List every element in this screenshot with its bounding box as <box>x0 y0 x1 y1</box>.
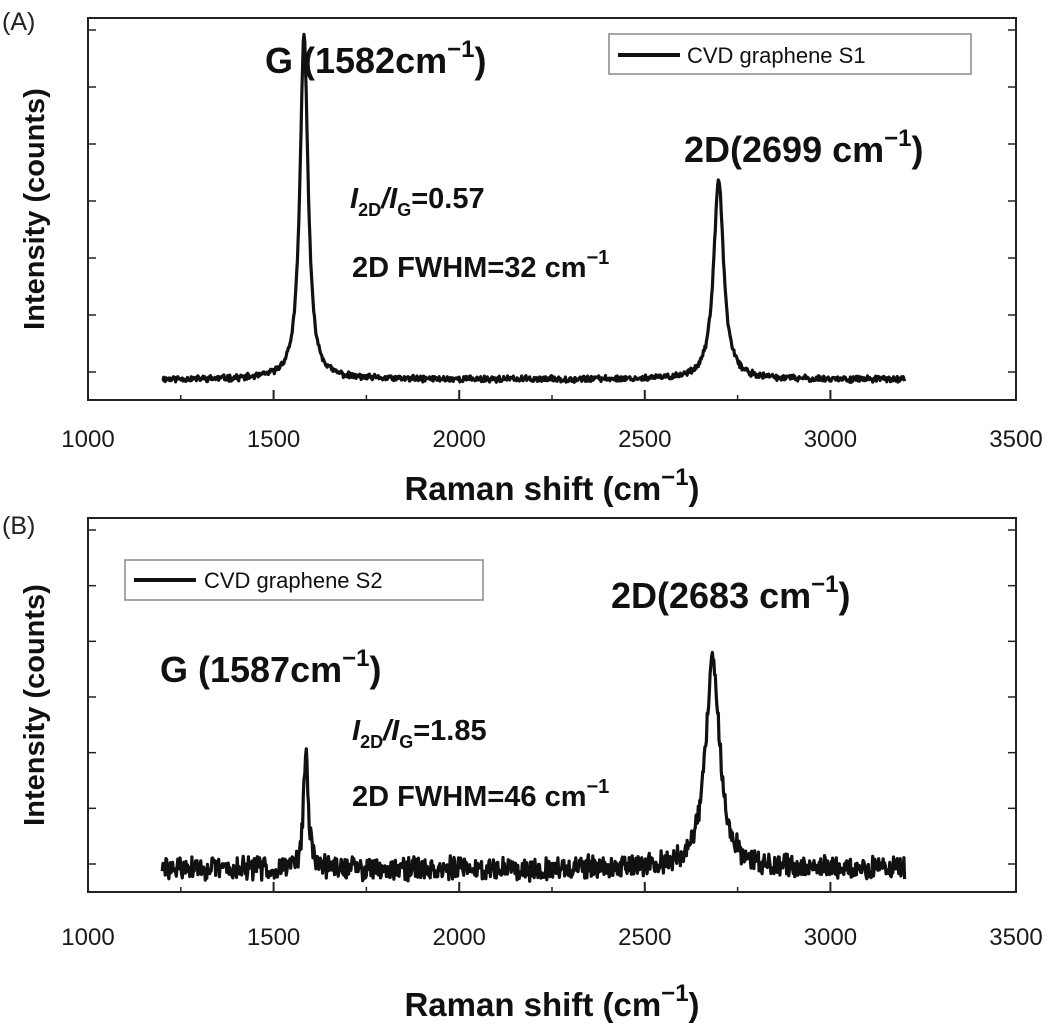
panel-a-x-tick-labels: 1000 1500 2000 2500 3000 3500 <box>61 426 1042 453</box>
panel-a-spectrum-line <box>161 32 907 384</box>
x-tick-label: 2000 <box>433 426 486 453</box>
panel-a-legend-label: CVD graphene S1 <box>687 43 866 68</box>
panel-a-y-axis-title: Intensity (counts) <box>19 88 51 330</box>
panel-b-intensity-ratio: I2D/IG=1.85 <box>352 715 487 752</box>
x-tick-label: 1500 <box>247 426 300 453</box>
panel-a-x-ticks <box>87 390 1017 400</box>
x-tick-label: 1000 <box>61 426 114 453</box>
panel-a-label: (A) <box>2 8 35 36</box>
panel-a-intensity-ratio: I2D/IG=0.57 <box>350 183 485 220</box>
x-tick-label: 3000 <box>804 426 857 453</box>
x-tick-label: 1000 <box>61 924 114 951</box>
panel-b-y-axis-title: Intensity (counts) <box>19 584 51 826</box>
panel-a-y-ticks <box>88 29 1016 373</box>
panel-b-g-peak-annotation: G (1587cm−1) <box>160 645 381 690</box>
panel-a-fwhm-annotation: 2D FWHM=32 cm−1 <box>352 247 609 284</box>
x-tick-label: 3500 <box>989 426 1042 453</box>
x-tick-label: 2500 <box>618 426 671 453</box>
panel-b-legend: CVD graphene S2 <box>124 559 484 601</box>
x-tick-label: 2000 <box>433 924 486 951</box>
x-tick-label: 3500 <box>989 924 1042 951</box>
panel-b-x-tick-labels: 1000 1500 2000 2500 3000 3500 <box>61 924 1042 951</box>
panel-a-plot-frame <box>87 17 1017 401</box>
panel-b-spectrum-line <box>160 650 907 883</box>
panel-b-2d-peak-annotation: 2D(2683 cm−1) <box>611 571 851 616</box>
x-tick-label: 1500 <box>247 924 300 951</box>
x-tick-label: 3000 <box>804 924 857 951</box>
panel-a-g-peak-annotation: G (1582cm−1) <box>265 36 486 81</box>
panel-b: (B) 1000 1500 2000 2500 3000 3500 CVD graphen… <box>2 512 1043 1023</box>
panel-b-x-ticks <box>87 882 1017 892</box>
panel-b-fwhm-annotation: 2D FWHM=46 cm−1 <box>352 776 609 813</box>
panel-a-legend: CVD graphene S1 <box>608 33 972 75</box>
panel-b-y-ticks <box>88 529 1016 865</box>
panel-b-legend-label: CVD graphene S2 <box>204 568 383 593</box>
panel-b-label: (B) <box>2 512 35 540</box>
panel-a-2d-peak-annotation: 2D(2699 cm−1) <box>684 125 924 170</box>
panel-b-x-axis-title: Raman shift (cm−1) <box>404 980 699 1023</box>
panel-a-x-axis-title: Raman shift (cm−1) <box>404 464 699 507</box>
panel-a: (A) 1000 1500 2000 2500 3000 3500 CVD graphen… <box>2 8 1043 507</box>
x-tick-label: 2500 <box>618 924 671 951</box>
